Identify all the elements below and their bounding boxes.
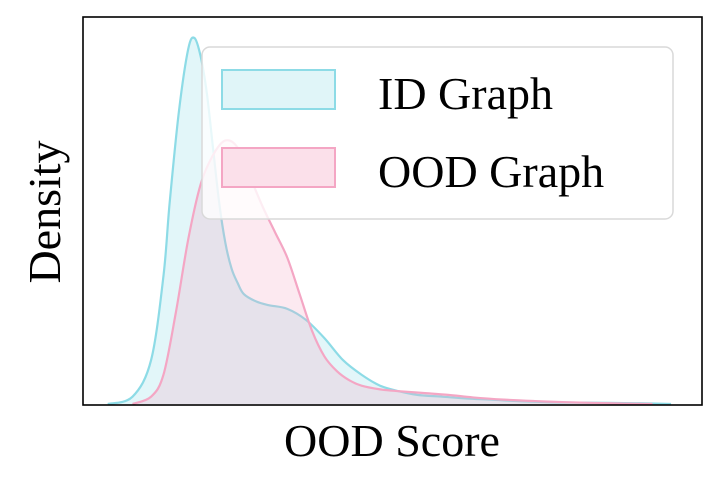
density-line-ood-graph bbox=[132, 139, 653, 406]
legend-swatch-id-graph bbox=[221, 69, 336, 110]
legend-label-id-graph: ID Graph bbox=[378, 68, 553, 119]
plot-frame bbox=[82, 16, 703, 406]
legend-label-ood-graph: OOD Graph bbox=[378, 146, 604, 197]
plot-area bbox=[107, 36, 672, 406]
density-area-ood-graph bbox=[132, 140, 653, 404]
legend-swatch-ood-graph bbox=[221, 147, 336, 188]
legend: ID Graph OOD Graph bbox=[201, 46, 674, 220]
y-axis-title: Density bbox=[19, 140, 70, 283]
x-axis-title: OOD Score bbox=[284, 415, 500, 466]
density-area-id-graph bbox=[107, 37, 672, 405]
